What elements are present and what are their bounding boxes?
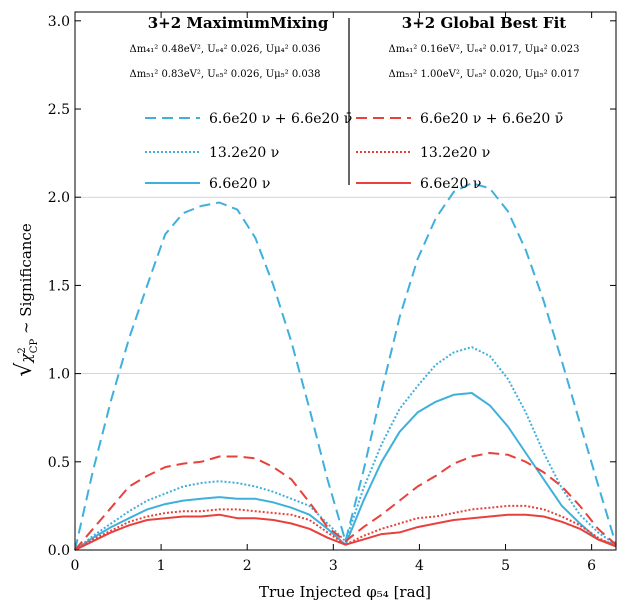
legend-left-label-1: 6.6e20 ν + 6.6e20 ν̄ bbox=[209, 111, 352, 127]
legend-left-label-3: 6.6e20 ν bbox=[209, 176, 270, 192]
x-tick-label-3: 3 bbox=[329, 558, 338, 574]
y-axis-label: √χ2CP ~ Significance bbox=[12, 223, 40, 377]
y-axis-label-sub: CP bbox=[29, 339, 40, 354]
y-axis-label-sup: 2 bbox=[17, 347, 28, 353]
y-axis-label-rest: ~ Significance bbox=[17, 223, 35, 339]
legend: 6.6e20 ν + 6.6e20 ν̄ 13.2e20 ν 6.6e20 ν … bbox=[145, 111, 563, 192]
y-axis-label-chi: χ bbox=[17, 353, 35, 364]
series-line-global-best-fit-dashed bbox=[74, 452, 617, 551]
y-tick-label-1: 0.5 bbox=[48, 455, 70, 471]
ticks: 0 1 2 3 4 5 6 0.0 0.5 1.0 1.5 2.0 2.5 3.0 bbox=[48, 12, 616, 574]
annotation-left-line1: Δm₄₁² 0.48eV², Uₑ₄² 0.026, Uμ₄² 0.036 bbox=[130, 44, 321, 55]
series-line-global-best-fit-dotted bbox=[74, 504, 617, 551]
y-tick-label-4: 2.0 bbox=[48, 190, 70, 206]
x-tick-label-1: 1 bbox=[157, 558, 166, 574]
legend-right-label-2: 13.2e20 ν bbox=[420, 145, 490, 161]
y-tick-label-5: 2.5 bbox=[48, 102, 70, 118]
x-tick-label-6: 6 bbox=[587, 558, 596, 574]
series-line-max-mixing-dashed bbox=[74, 182, 617, 551]
y-tick-label-0: 0.0 bbox=[48, 543, 70, 559]
annotation-right-line2: Δm₅₁² 1.00eV², Uₑ₅² 0.020, Uμ₅² 0.017 bbox=[389, 69, 580, 80]
x-tick-label-2: 2 bbox=[243, 558, 252, 574]
annotation-right-line1: Δm₄₁² 0.16eV², Uₑ₄² 0.017, Uμ₄² 0.023 bbox=[389, 44, 580, 55]
x-axis-label: True Injected φ₅₄ [rad] bbox=[259, 583, 431, 601]
series-line-max-mixing-solid bbox=[74, 392, 617, 551]
y-axis-label-text: √χ2CP ~ Significance bbox=[12, 223, 40, 377]
y-axis-label-root: √ bbox=[12, 362, 37, 377]
x-tick-label-0: 0 bbox=[71, 558, 80, 574]
series-line-global-best-fit-solid bbox=[74, 513, 617, 551]
grid bbox=[75, 196, 616, 375]
legend-left-label-2: 13.2e20 ν bbox=[209, 145, 279, 161]
x-tick-label-4: 4 bbox=[415, 558, 424, 574]
annotation-left-line2: Δm₅₁² 0.83eV², Uₑ₅² 0.026, Uμ₅² 0.038 bbox=[130, 69, 321, 80]
series-lines bbox=[74, 182, 617, 551]
annotation-right-title: 3+2 Global Best Fit bbox=[402, 14, 566, 32]
legend-right-label-3: 6.6e20 ν bbox=[420, 176, 481, 192]
y-tick-label-2: 1.0 bbox=[48, 367, 70, 383]
y-tick-label-6: 3.0 bbox=[48, 14, 70, 30]
plot-frame bbox=[74, 11, 617, 551]
annotation-left-title: 3+2 MaximumMixing bbox=[148, 14, 329, 32]
legend-right-label-1: 6.6e20 ν + 6.6e20 ν̄ bbox=[420, 111, 563, 127]
y-tick-label-3: 1.5 bbox=[48, 278, 70, 294]
x-tick-label-5: 5 bbox=[501, 558, 510, 574]
